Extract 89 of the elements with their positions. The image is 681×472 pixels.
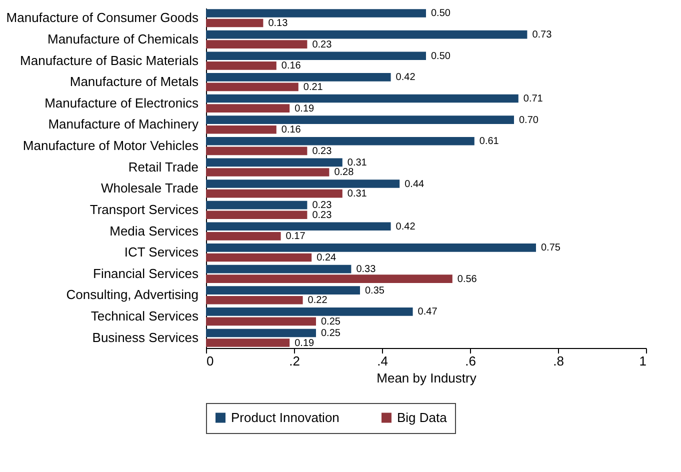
- x-axis-title: Mean by Industry: [376, 370, 477, 386]
- y-tick-label: ICT Services: [124, 244, 199, 260]
- bar: [206, 30, 528, 39]
- data-label: 0.50: [431, 50, 451, 62]
- y-tick-label: Transport Services: [90, 202, 199, 217]
- bar: [206, 222, 391, 231]
- x-tick-label: 0: [206, 354, 214, 368]
- bar: [206, 158, 342, 167]
- data-label: 0.44: [404, 178, 424, 190]
- data-label: 0.19: [294, 103, 314, 114]
- x-tick-label: .2: [289, 354, 300, 368]
- y-tick-label: Manufacture of Electronics: [44, 95, 199, 110]
- data-label: 0.42: [396, 72, 416, 84]
- y-tick-label: Business Services: [92, 330, 199, 345]
- bar: [206, 317, 316, 326]
- x-tick-label: 1: [639, 354, 646, 368]
- bar: [206, 200, 308, 210]
- x-tick-label: .8: [553, 354, 564, 368]
- bar: [206, 146, 308, 156]
- y-tick-label: Manufacture of Metals: [70, 74, 199, 90]
- y-tick-label: Manufacture of Basic Materials: [20, 52, 199, 68]
- data-label: 0.16: [281, 124, 302, 136]
- data-label: 0.70: [519, 114, 539, 126]
- x-tick-label: .6: [465, 354, 476, 368]
- data-label: 0.31: [347, 188, 368, 200]
- bar: [206, 136, 474, 146]
- bar: [206, 232, 281, 240]
- data-label: 0.50: [431, 8, 451, 20]
- data-label: 0.73: [532, 30, 552, 41]
- y-tick-label: Retail Trade: [128, 159, 198, 174]
- data-label: 0.25: [321, 328, 341, 339]
- y-tick-label: Financial Services: [93, 266, 199, 281]
- bar: [206, 328, 316, 338]
- y-tick-label: Manufacture of Machinery: [48, 116, 199, 132]
- bar: [206, 338, 290, 347]
- bar: [206, 18, 264, 28]
- data-label: 0.16: [281, 60, 302, 72]
- legend-label: Product Innovation: [231, 410, 340, 425]
- bar: [206, 244, 536, 252]
- data-label: 0.19: [294, 338, 314, 349]
- data-label: 0.61: [479, 136, 500, 148]
- data-label: 0.42: [396, 221, 416, 232]
- bar: [206, 296, 303, 304]
- data-label: 0.23: [312, 210, 332, 221]
- bar: [206, 61, 276, 70]
- bar: [206, 125, 276, 134]
- y-tick-label: Consulting, Advertising: [66, 287, 198, 302]
- bar: [206, 264, 352, 274]
- y-tick-label: Technical Services: [90, 308, 199, 324]
- data-label: 0.17: [286, 231, 306, 242]
- bar: [206, 116, 514, 124]
- data-label: 0.75: [541, 242, 561, 254]
- legend-label: Big Data: [397, 410, 448, 425]
- bar: [206, 210, 308, 220]
- data-label: 0.23: [312, 146, 332, 157]
- data-label: 0.24: [316, 252, 336, 264]
- data-label: 0.35: [365, 285, 385, 296]
- data-label: 0.13: [268, 18, 288, 30]
- y-tick-label: Manufacture of Chemicals: [47, 31, 199, 46]
- bar: [206, 94, 518, 103]
- bar: [206, 40, 308, 48]
- bar: [206, 82, 298, 92]
- y-tick-label: Wholesale Trade: [100, 180, 198, 196]
- bar: [206, 189, 342, 198]
- data-label: 0.47: [418, 306, 438, 318]
- data-label: 0.33: [356, 264, 376, 276]
- bar: [206, 180, 400, 188]
- data-label: 0.22: [308, 295, 328, 306]
- bar: [206, 9, 426, 18]
- bar: [206, 104, 290, 112]
- y-tick-label: Manufacture of Consumer Goods: [6, 10, 199, 26]
- bar: [206, 52, 426, 60]
- data-label: 0.21: [303, 82, 324, 93]
- y-tick-label: Manufacture of Motor Vehicles: [22, 138, 199, 154]
- data-label: 0.23: [312, 200, 332, 212]
- bar: [206, 73, 391, 82]
- data-label: 0.25: [321, 316, 341, 328]
- y-tick-label: Media Services: [110, 223, 199, 238]
- bar: [206, 274, 452, 283]
- data-label: 0.23: [312, 39, 332, 50]
- data-label: 0.28: [334, 167, 354, 178]
- bar: [206, 286, 360, 295]
- bar: [206, 253, 312, 262]
- data-label: 0.71: [523, 93, 544, 104]
- bar: [206, 168, 330, 176]
- data-label: 0.56: [457, 274, 478, 285]
- x-tick-label: .4: [377, 354, 388, 368]
- bar: [206, 308, 413, 316]
- data-label: 0.31: [347, 157, 368, 168]
